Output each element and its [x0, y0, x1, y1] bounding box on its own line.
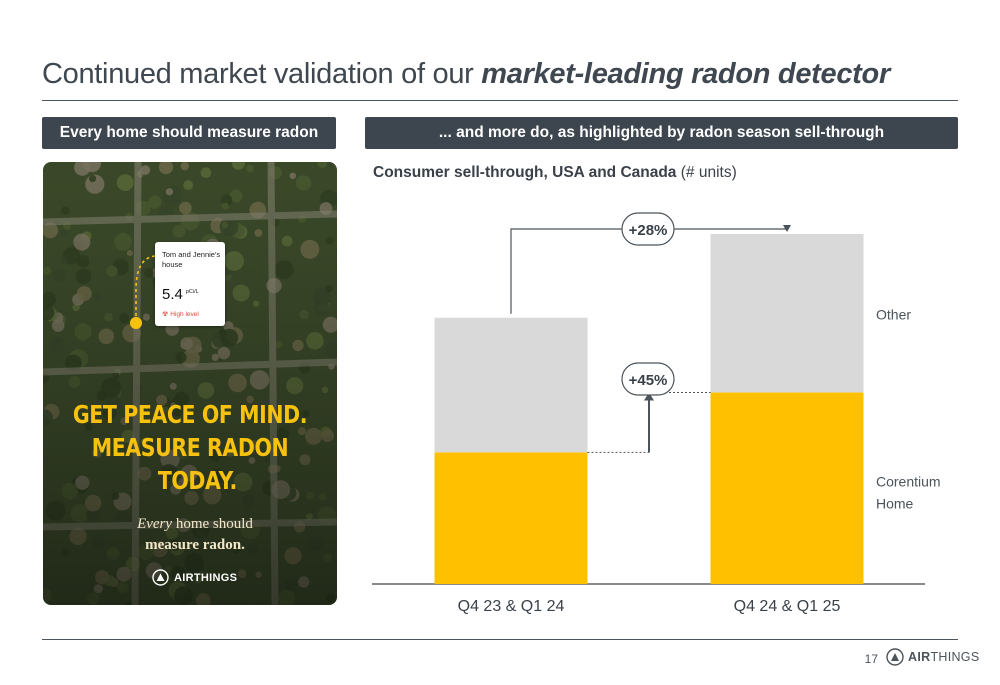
- tagline-italic: Every: [137, 516, 173, 532]
- house-location-dot: [130, 317, 142, 329]
- bar-other: [434, 317, 588, 453]
- chart-subtitle-unit: (# units): [676, 164, 737, 181]
- card-status: High level: [170, 310, 199, 318]
- bar-corentium-home: [710, 392, 864, 584]
- ad-headline-line: GET PEACE OF MIND.: [72, 400, 308, 429]
- bar-corentium-home: [434, 452, 588, 584]
- radon-ad-image: Tom and Jennie's house 5.4 pCi/L ☢ High …: [43, 162, 337, 605]
- tagline-rest: home should: [172, 516, 253, 532]
- chart-subtitle: Consumer sell-through, USA and Canada (#…: [373, 164, 737, 182]
- title-divider: [42, 100, 958, 101]
- core-growth-bubble: [621, 362, 675, 396]
- total-growth-arrowhead: [783, 224, 791, 232]
- core-growth-label: +45%: [629, 372, 668, 389]
- bar-other: [710, 233, 864, 393]
- right-section-header: ... and more do, as highlighted by radon…: [365, 117, 958, 149]
- core-growth-arrowhead: [644, 392, 654, 401]
- legend-other: Other: [876, 306, 911, 322]
- ad-tagline: Every home should measure radon.: [43, 514, 337, 556]
- footer-brand-name: AIRTHINGS: [908, 650, 980, 664]
- map-pin-overlay: [130, 255, 156, 329]
- ad-brand-logo: AIRTHINGS: [152, 569, 237, 586]
- title-emphasis: market-leading radon detector: [481, 58, 890, 90]
- footer-brand-logo: AIRTHINGS: [886, 648, 979, 666]
- total-growth-label: +28%: [629, 222, 668, 239]
- chart-subtitle-bold: Consumer sell-through, USA and Canada: [373, 164, 677, 181]
- left-section-header: Every home should measure radon: [42, 117, 336, 149]
- tagline-line2: measure radon.: [145, 537, 245, 553]
- warning-icon: ☢: [162, 311, 169, 318]
- page-number: 17: [864, 652, 878, 666]
- x-tick-label: Q4 24 & Q1 25: [734, 598, 841, 615]
- x-tick-label: Q4 23 & Q1 24: [458, 598, 565, 615]
- card-house-name: Tom and Jennie's house: [162, 250, 221, 269]
- legend-corentium-home: Home: [876, 495, 914, 511]
- footer-divider: [42, 639, 958, 640]
- slide-title: Continued market validation of our marke…: [42, 58, 890, 91]
- airthings-logo-icon: [886, 648, 904, 666]
- ad-brand-name: AIRTHINGS: [174, 571, 238, 584]
- ad-headline: GET PEACE OF MIND. MEASURE RADON TODAY.: [69, 398, 310, 497]
- airthings-logo-icon: [152, 569, 169, 586]
- legend-corentium-home: Corentium: [876, 473, 941, 489]
- card-radon-unit: pCi/L: [185, 289, 199, 295]
- card-radon-value: 5.4: [162, 286, 183, 303]
- radon-reading-card: Tom and Jennie's house 5.4 pCi/L ☢ High …: [155, 242, 225, 326]
- total-growth-bubble: [621, 212, 675, 246]
- ad-headline-line: MEASURE RADON: [91, 433, 289, 462]
- title-plain: Continued market validation of our: [42, 58, 482, 90]
- ad-headline-line: TODAY.: [157, 466, 238, 495]
